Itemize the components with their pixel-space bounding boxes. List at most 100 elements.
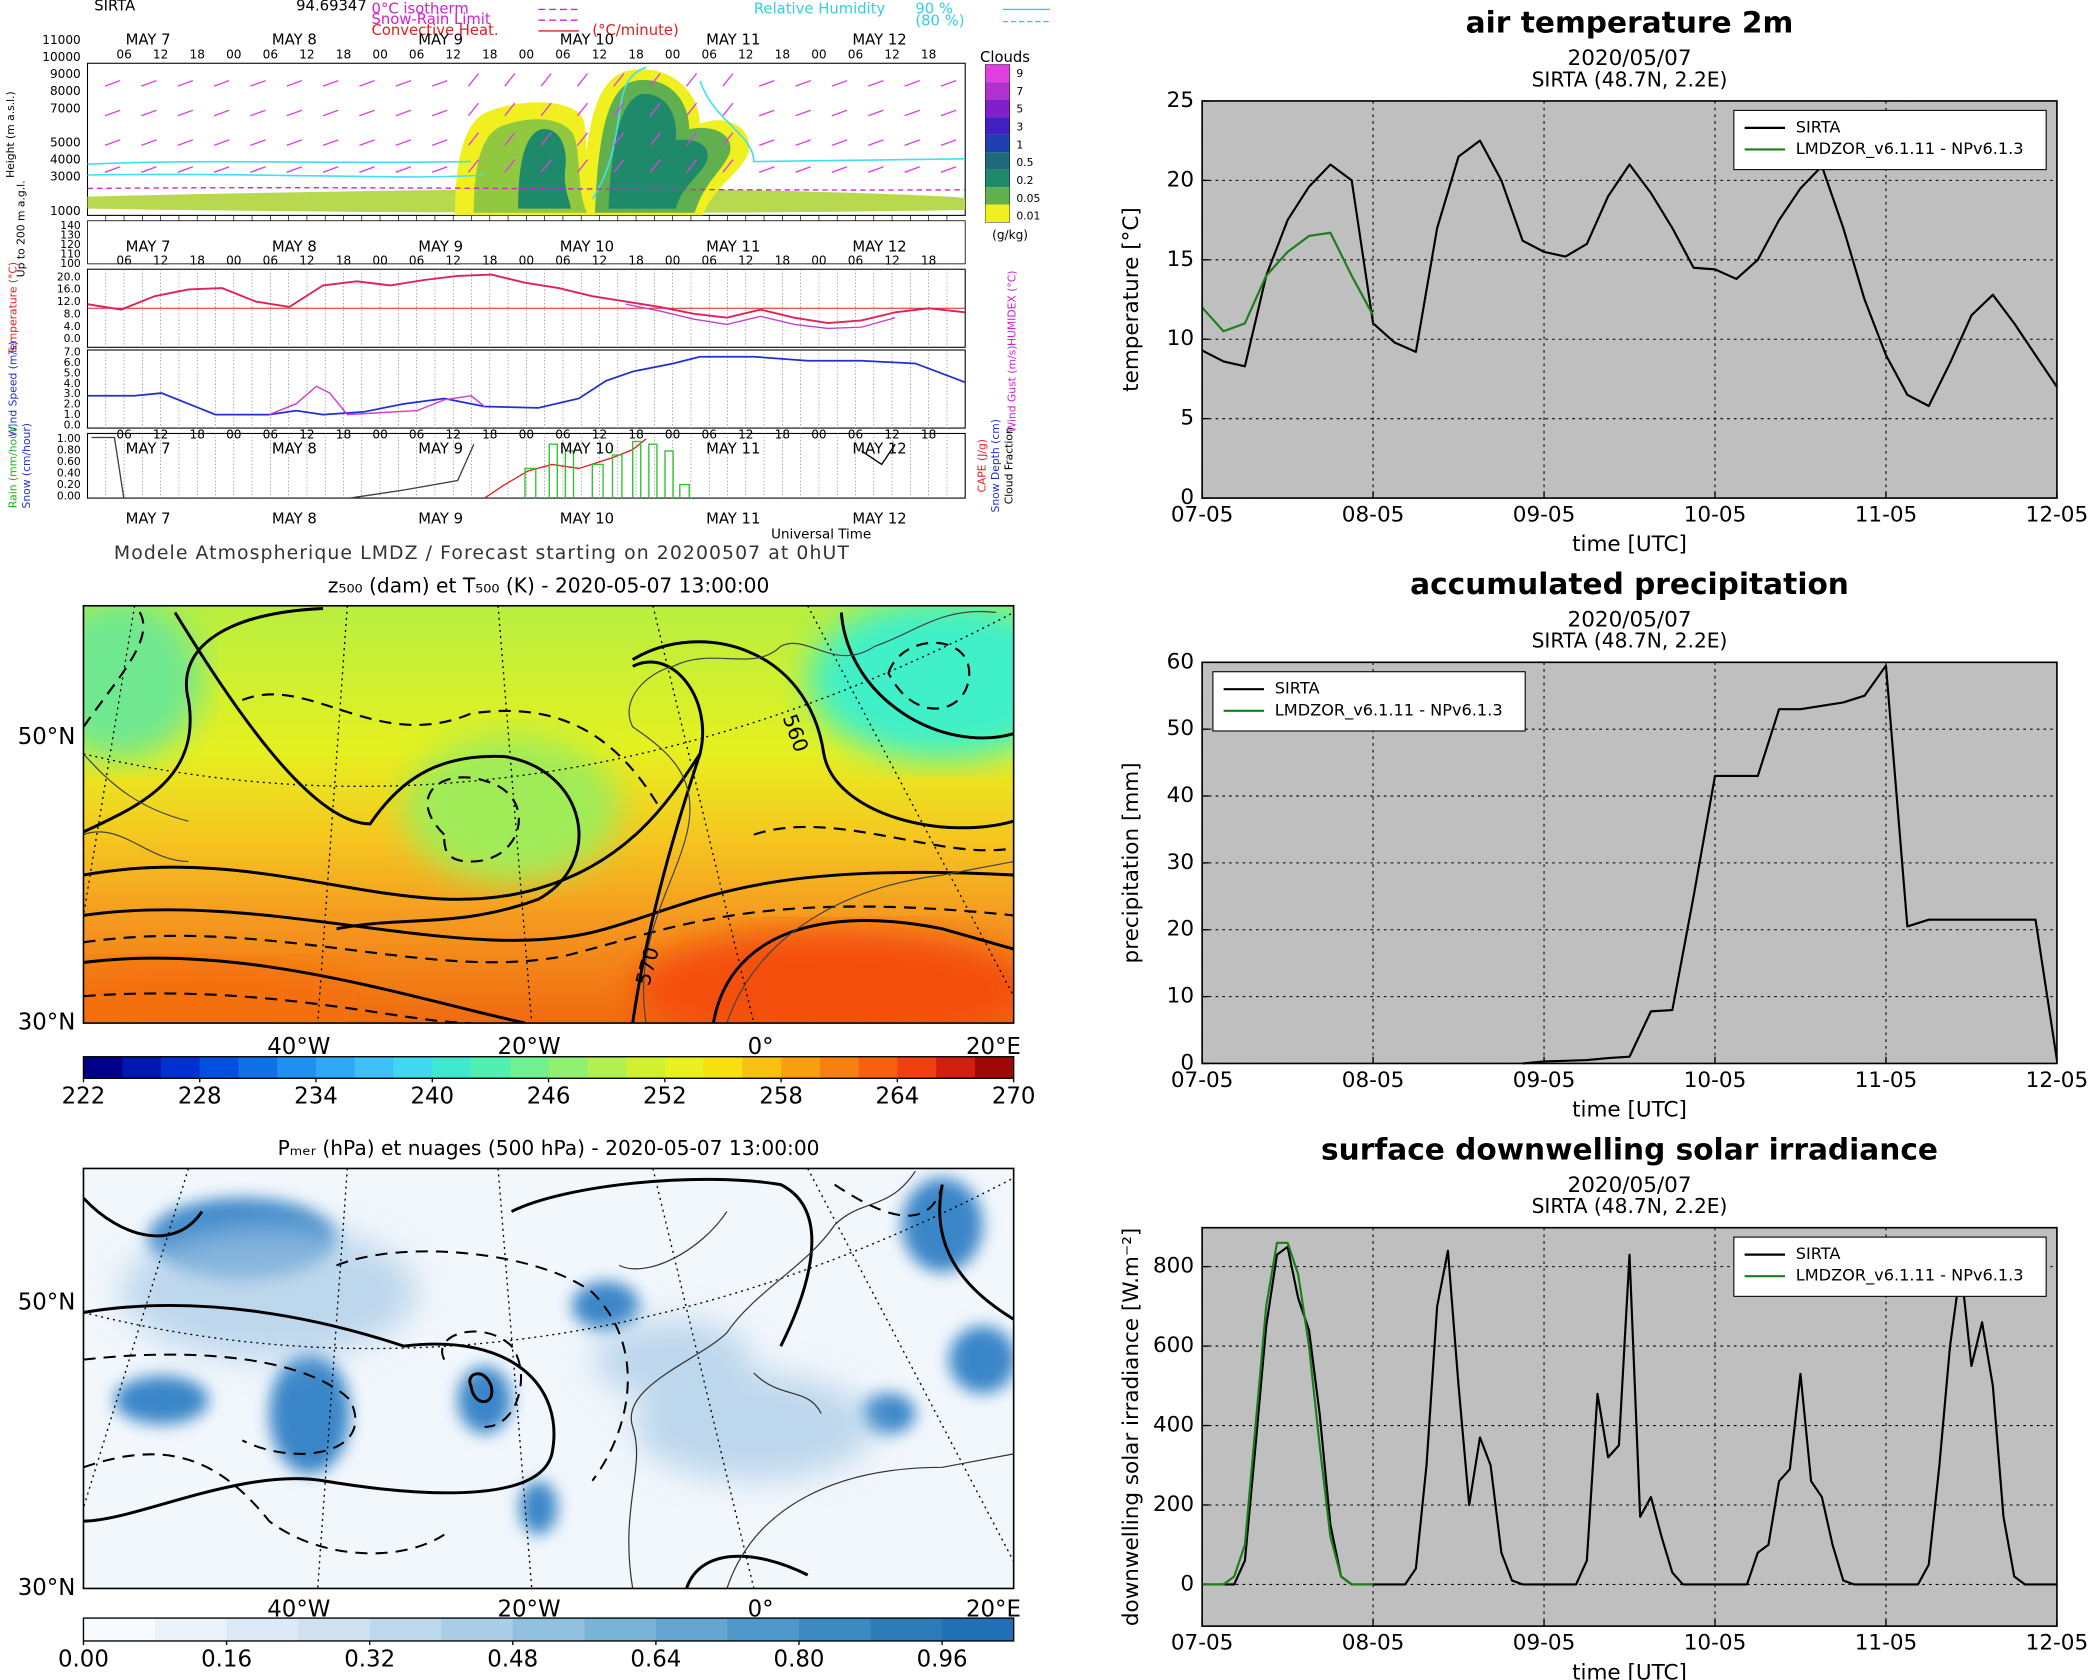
- chart-title: air temperature 2m: [1466, 6, 1794, 40]
- x-tick-label: 07-05: [1171, 1068, 1234, 1093]
- day-label: MAY 8: [272, 441, 317, 458]
- hour-label: 18: [628, 254, 643, 268]
- temperature-curve: [87, 273, 966, 325]
- hour-label: 12: [446, 427, 461, 441]
- wind-arrow: [286, 139, 303, 147]
- hour-label: 12: [884, 427, 899, 441]
- wind-arrow: [141, 139, 157, 147]
- wind-arrow: [613, 159, 625, 173]
- wind-arrow: [795, 166, 811, 173]
- wind-arrow: [177, 139, 194, 147]
- colorbar-label: 240: [410, 1084, 454, 1110]
- wind-arrow: [940, 109, 957, 117]
- wind-arrow: [576, 102, 589, 117]
- x-tick-label: 07-05: [1171, 1631, 1234, 1656]
- map-field: [83, 605, 1014, 1024]
- series-line: [1202, 1241, 1374, 1586]
- tick-label: 4000: [50, 153, 81, 167]
- tick-label: 0.01: [1016, 210, 1040, 223]
- hour-label: 18: [190, 427, 205, 441]
- tick-label: 0.80: [57, 443, 81, 456]
- plot-frame: [1201, 1226, 2058, 1627]
- day-label: MAY 9: [418, 31, 463, 48]
- wind-arrow: [322, 109, 339, 117]
- wind-arrow: [576, 73, 589, 87]
- series-line: [1522, 664, 2058, 1065]
- day-label: MAY 8: [272, 239, 317, 256]
- hour-label: 00: [665, 427, 680, 441]
- clouds-color: [985, 187, 1010, 205]
- colorbar-segment: [160, 1056, 201, 1079]
- wind-arrow: [250, 139, 266, 147]
- clouds-title: Clouds: [980, 49, 1030, 66]
- map-field: [83, 1168, 1014, 1589]
- tick-label: 0.0: [64, 418, 81, 431]
- hour-label: 06: [116, 254, 131, 268]
- hour-label: 18: [775, 427, 790, 441]
- wind-arrow: [722, 159, 734, 173]
- colorbar-segment: [226, 1618, 299, 1641]
- low-panel: [87, 220, 966, 265]
- x-tick-label: 08-05: [1342, 1068, 1405, 1093]
- legend-convective-unit: (°C/minute): [592, 22, 678, 39]
- day-label: MAY 10: [560, 239, 614, 256]
- meteogram-grid: [104, 73, 957, 499]
- x-axis-label: time [UTC]: [1572, 1660, 1687, 1680]
- wind-arrow: [868, 166, 884, 173]
- wind-arrow: [504, 102, 516, 117]
- wind-arrow: [504, 132, 516, 146]
- colorbar-segment: [584, 1618, 657, 1641]
- colorbar-label: 0.64: [630, 1646, 681, 1672]
- field-blob: [632, 928, 1014, 1024]
- wind-arrow: [431, 139, 448, 147]
- day-label: MAY 7: [126, 511, 171, 528]
- y-tick-label: 600: [1153, 1333, 1194, 1358]
- hour-label: 18: [482, 48, 497, 62]
- hour-label: 06: [848, 427, 863, 441]
- colorbar-segment: [155, 1618, 227, 1641]
- wind-arrow: [286, 166, 303, 173]
- wind-arrow: [613, 132, 625, 146]
- tick-label: 16.0: [57, 283, 81, 296]
- axis-label: Temperature (°C): [6, 262, 19, 356]
- hour-label: 06: [848, 254, 863, 268]
- hour-label: 00: [519, 427, 534, 441]
- lat-label: 50°N: [18, 1290, 76, 1316]
- wind-arrow: [758, 79, 775, 87]
- wind-arrow: [649, 159, 661, 173]
- day-label: MAY 11: [706, 511, 760, 528]
- x-tick-label: 10-05: [1684, 1068, 1747, 1093]
- wind-arrow: [831, 79, 848, 87]
- tick-label: 8.0: [64, 307, 81, 320]
- colorbar-segment: [83, 1056, 123, 1079]
- wind-arrow: [213, 139, 230, 147]
- hour-label: 06: [848, 48, 863, 62]
- map-frame: [82, 604, 1015, 1024]
- y-tick-label: 60: [1167, 649, 1194, 674]
- tick-label: 0.0: [64, 332, 81, 345]
- colorbar-segment: [655, 1618, 728, 1641]
- x-tick-label: 12-05: [2026, 1631, 2089, 1656]
- y-tick-label: 40: [1167, 783, 1194, 808]
- colorbar-segment: [354, 1056, 394, 1079]
- y-tick-label: 30: [1167, 850, 1194, 875]
- series-line: [1201, 231, 1375, 333]
- colorbar-label: 234: [294, 1084, 338, 1110]
- tick-label: 6.0: [64, 356, 81, 369]
- legend-humidity-90: 90 %: [915, 0, 953, 17]
- colorbar-segment: [509, 1056, 549, 1079]
- tick-label: 20.0: [57, 270, 81, 283]
- day-label: MAY 10: [560, 441, 614, 458]
- colorbar-segment: [664, 1056, 704, 1079]
- legend-box: [1733, 1236, 2047, 1297]
- x-tick-label: 10-05: [1684, 1631, 1747, 1656]
- x-tick-label: 09-05: [1513, 503, 1576, 528]
- hour-label: 18: [921, 254, 936, 268]
- wind-arrow: [831, 139, 848, 147]
- legend-snow-rain: Snow-Rain Limit: [372, 11, 491, 28]
- isotherm-line: [87, 187, 966, 191]
- wind-arrow: [686, 73, 698, 87]
- tick-label: 100: [60, 257, 81, 270]
- hour-label: 18: [482, 427, 497, 441]
- wind-arrow: [359, 139, 375, 147]
